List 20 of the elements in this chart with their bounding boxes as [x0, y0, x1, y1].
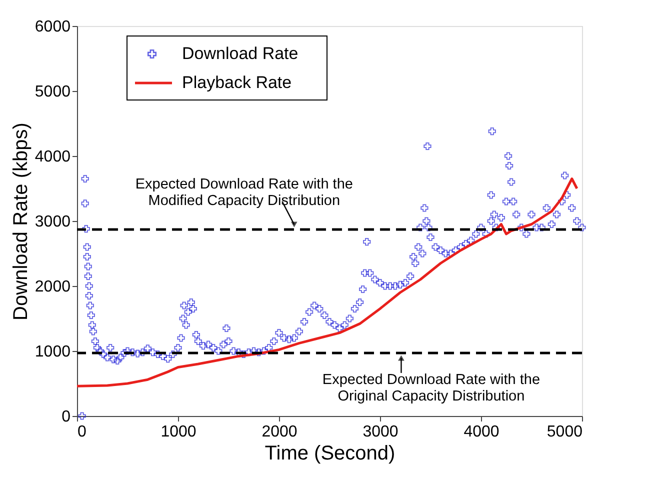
y-tick-label: 3000 — [34, 214, 71, 230]
x-tick-label: 2000 — [262, 424, 298, 440]
y-tick-label: 2000 — [34, 278, 71, 296]
x-tick-label: 1000 — [160, 424, 196, 440]
legend-label: Download Rate — [182, 44, 298, 63]
y-tick-label: 5000 — [34, 84, 71, 100]
x-tick-label: 3000 — [362, 424, 398, 440]
x-axis-title: Time (Second) — [264, 442, 396, 464]
annotation: Expected Download Rate with the Modified Capacity Distribution — [135, 176, 353, 209]
annotation: Expected Download Rate with the Original Capacity Distribution — [322, 372, 540, 404]
line-series — [76, 178, 578, 388]
x-tick-label: 5000 — [546, 424, 583, 440]
legend-label: Playback Rate — [182, 73, 292, 92]
y-tick-label: 0 — [62, 408, 71, 426]
y-tick-label: 6000 — [34, 18, 71, 36]
y-axis-title: Download Rate (kbps) — [10, 122, 32, 320]
x-tick-label: 0 — [78, 424, 86, 440]
x-tick-label: 4000 — [464, 424, 500, 440]
y-tick-label: 1000 — [34, 344, 71, 360]
y-tick-label: 4000 — [34, 148, 71, 166]
